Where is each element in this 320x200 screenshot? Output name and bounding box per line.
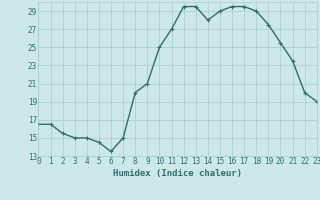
X-axis label: Humidex (Indice chaleur): Humidex (Indice chaleur) (113, 169, 242, 178)
